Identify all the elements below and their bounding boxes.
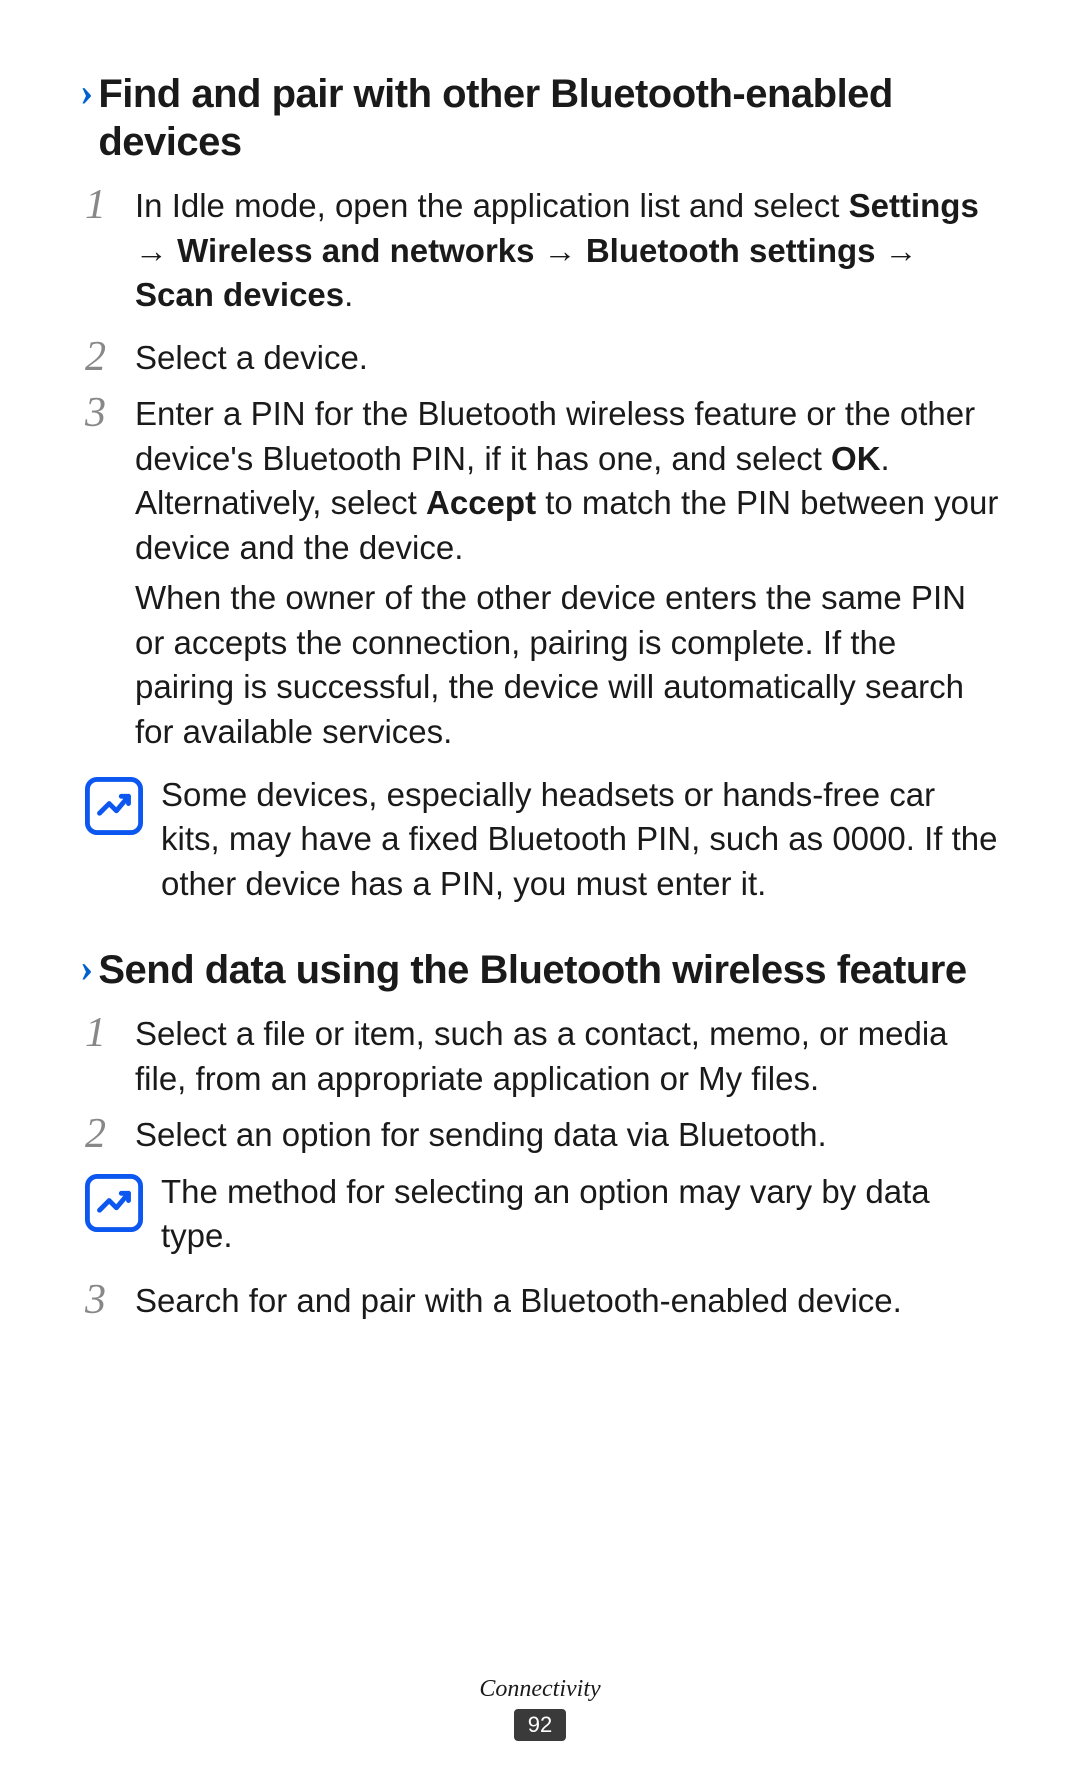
- chevron-icon: ›: [80, 948, 93, 988]
- step-number: 2: [80, 336, 135, 378]
- note-text: Some devices, especially headsets or han…: [161, 773, 1000, 907]
- bold-text: OK: [831, 440, 881, 477]
- step-body: Select an option for sending data via Bl…: [135, 1113, 1000, 1158]
- step-number: 1: [80, 184, 135, 226]
- step-number: 2: [80, 1113, 135, 1155]
- footer-section-label: Connectivity: [0, 1676, 1080, 1703]
- note-block: The method for selecting an option may v…: [80, 1170, 1000, 1259]
- page-footer: Connectivity 92: [0, 1676, 1080, 1741]
- page-number-badge: 92: [514, 1709, 566, 1741]
- note-block: Some devices, especially headsets or han…: [80, 773, 1000, 907]
- note-text: The method for selecting an option may v…: [161, 1170, 1000, 1259]
- step-body: Select a file or item, such as a contact…: [135, 1012, 1000, 1101]
- note-icon: [85, 777, 143, 835]
- text: When the owner of the other device enter…: [135, 576, 1000, 754]
- step-3: 3 Enter a PIN for the Bluetooth wireless…: [80, 392, 1000, 760]
- chevron-icon: ›: [80, 72, 93, 112]
- step-body: In Idle mode, open the application list …: [135, 184, 1000, 324]
- section-find-pair: › Find and pair with other Bluetooth-ena…: [80, 70, 1000, 906]
- heading-text: Find and pair with other Bluetooth-enabl…: [98, 70, 1000, 166]
- section-heading: › Find and pair with other Bluetooth-ena…: [80, 70, 1000, 166]
- step-1: 1 In Idle mode, open the application lis…: [80, 184, 1000, 324]
- step-body: Search for and pair with a Bluetooth-ena…: [135, 1279, 1000, 1324]
- step-number: 3: [80, 1279, 135, 1321]
- step-body: Enter a PIN for the Bluetooth wireless f…: [135, 392, 1000, 760]
- section-send-data: › Send data using the Bluetooth wireless…: [80, 946, 1000, 1323]
- heading-text: Send data using the Bluetooth wireless f…: [98, 946, 966, 994]
- step-2: 2 Select a device.: [80, 336, 1000, 381]
- text: .: [344, 276, 353, 313]
- step-number: 3: [80, 392, 135, 434]
- step-3: 3 Search for and pair with a Bluetooth-e…: [80, 1279, 1000, 1324]
- note-icon: [85, 1174, 143, 1232]
- section-heading: › Send data using the Bluetooth wireless…: [80, 946, 1000, 994]
- bold-text: Accept: [426, 484, 536, 521]
- step-number: 1: [80, 1012, 135, 1054]
- step-body: Select a device.: [135, 336, 1000, 381]
- step-1: 1 Select a file or item, such as a conta…: [80, 1012, 1000, 1101]
- text: In Idle mode, open the application list …: [135, 187, 849, 224]
- step-2: 2 Select an option for sending data via …: [80, 1113, 1000, 1158]
